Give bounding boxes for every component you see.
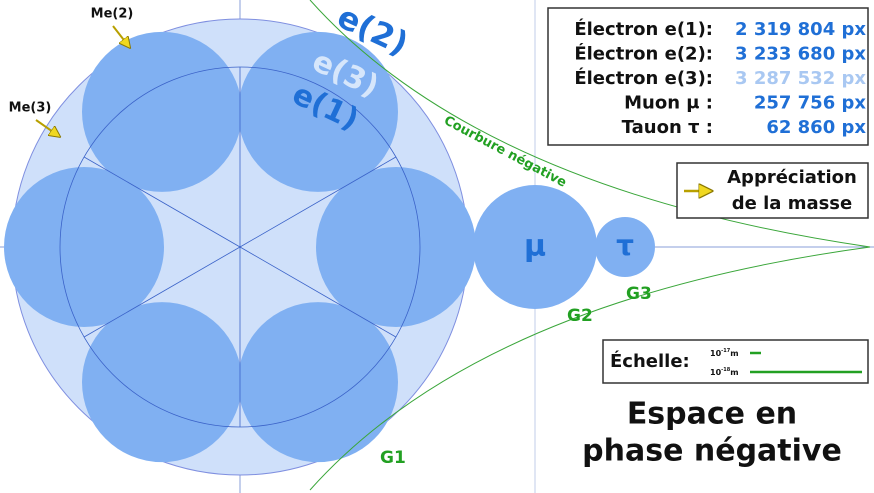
spoke — [83, 156, 241, 248]
legend-value: 62 860 px — [766, 117, 866, 138]
lobe — [82, 31, 242, 192]
lobe — [316, 167, 476, 327]
spokes — [83, 67, 397, 427]
caption-line1: Espace en — [627, 397, 797, 432]
mu-label: μ — [524, 229, 546, 264]
spoke — [239, 156, 397, 248]
scale-box — [602, 339, 869, 384]
mass-line2: de la masse — [732, 193, 852, 214]
me3-label: Me(3) — [9, 101, 52, 116]
lobe — [238, 302, 398, 463]
legend-value: 3 233 680 px — [735, 44, 866, 65]
legend-label: Tauon τ : — [622, 117, 713, 138]
mass-box — [676, 162, 869, 219]
legend-label: Électron e(1): — [574, 18, 713, 40]
me2-arrow — [112, 25, 127, 44]
legend-value: 2 319 804 px — [735, 19, 866, 40]
legend-value: 257 756 px — [754, 93, 867, 114]
g2: G2 — [567, 306, 593, 326]
mass-line1: Appréciation — [727, 167, 857, 188]
scale-large: 10-18m — [710, 367, 739, 377]
legend-value: 3 287 532 px — [735, 68, 866, 89]
g3: G3 — [626, 284, 652, 304]
legend-label: Électron e(3): — [574, 67, 713, 89]
me3-arrow — [35, 119, 56, 134]
curvature-curve — [309, 0, 871, 491]
legend-label: Muon μ : — [624, 93, 713, 114]
g1: G1 — [380, 448, 406, 468]
scale-title: Échelle: — [610, 350, 690, 372]
me2-label: Me(2) — [91, 7, 134, 22]
spoke — [239, 246, 397, 338]
lobe — [82, 302, 242, 463]
lobes — [4, 31, 476, 463]
lobe — [238, 31, 398, 192]
muon — [473, 185, 597, 309]
scale-small: 10-17m — [710, 348, 739, 358]
legend-box — [547, 7, 869, 146]
legend-label: Électron e(2): — [574, 43, 713, 65]
lobe — [4, 167, 164, 327]
spoke — [83, 246, 241, 338]
caption-line2: phase négative — [582, 434, 842, 469]
tau-label: τ — [616, 229, 634, 262]
legend: Électron e(1): 2 319 804 px Électron e(2):… — [574, 18, 866, 138]
tauon — [595, 217, 655, 277]
